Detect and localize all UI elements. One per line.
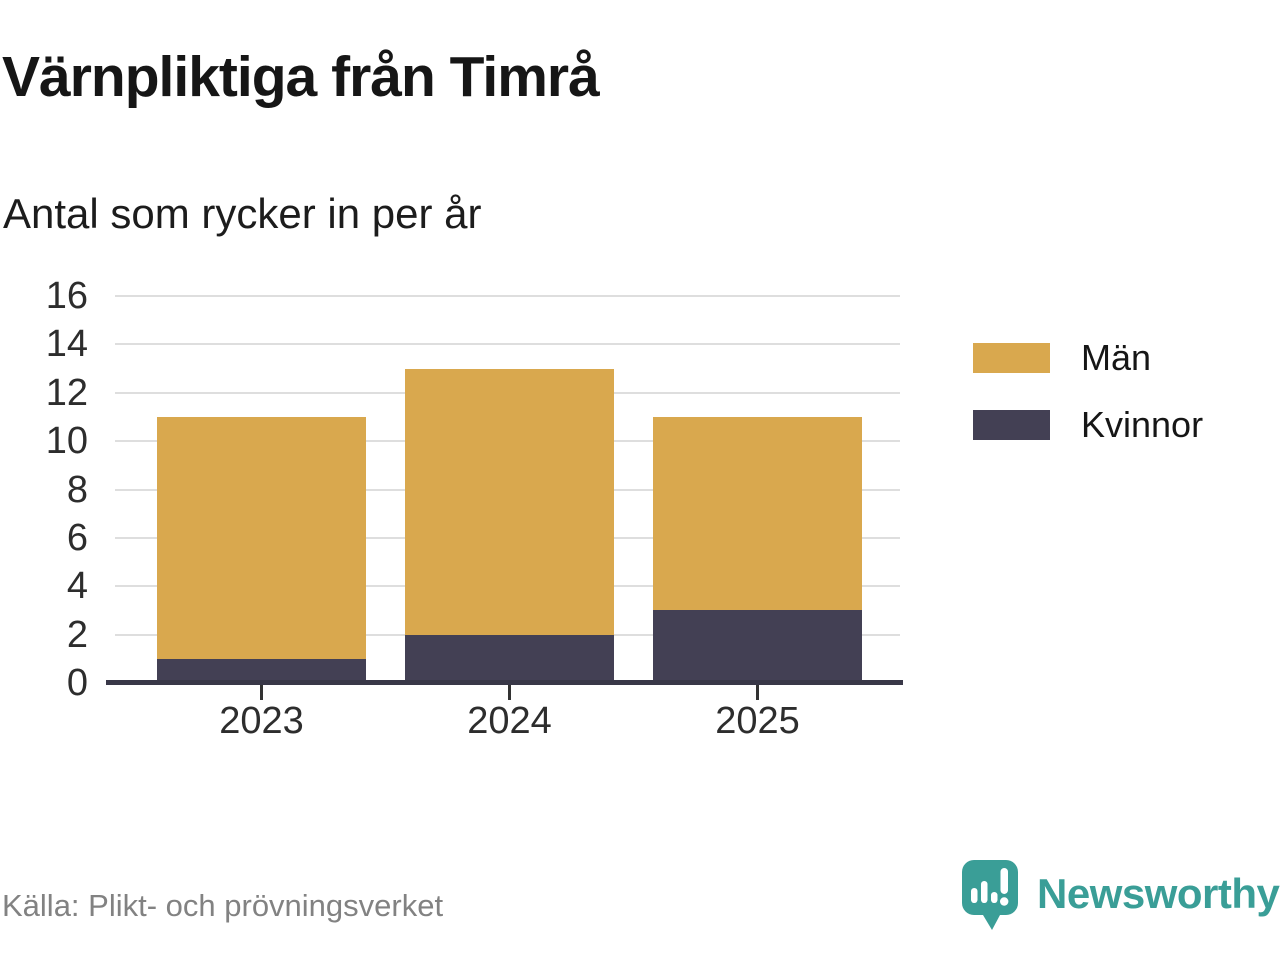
y-tick-label-16: 16 xyxy=(45,275,88,317)
brand-logo: Newsworthy xyxy=(962,860,1280,932)
bar-segment-kvinnor-2024 xyxy=(405,634,614,683)
y-tick-label-12: 12 xyxy=(45,371,88,414)
legend-item-kvinnor: Kvinnor xyxy=(973,404,1203,446)
x-tick-2024 xyxy=(508,685,511,700)
legend-swatch-kvinnor xyxy=(973,410,1050,440)
legend-swatch-män xyxy=(973,343,1050,373)
bar-segment-män-2023 xyxy=(157,416,366,659)
page-title: Värnpliktiga från Timrå xyxy=(2,45,600,109)
y-tick-label-8: 8 xyxy=(66,468,88,511)
y-axis-labels: 0 2 4 6 8 10 12 14 16 xyxy=(0,275,92,704)
y-tick-label-14: 14 xyxy=(45,323,88,366)
legend-label-kvinnor: Kvinnor xyxy=(1081,404,1204,445)
x-tick-label-2025: 2025 xyxy=(715,700,800,742)
x-tick-2023 xyxy=(260,685,263,700)
y-tick-label-6: 6 xyxy=(66,516,88,559)
bar-segment-kvinnor-2023 xyxy=(157,658,366,683)
brand-name: Newsworthy xyxy=(1037,870,1280,917)
bar-segment-kvinnor-2025 xyxy=(653,610,862,683)
gridline-y14 xyxy=(115,343,900,346)
x-tick-2025 xyxy=(756,685,759,700)
plot-area xyxy=(115,295,900,683)
gridline-y16 xyxy=(115,295,900,297)
y-tick-label-0: 0 xyxy=(66,662,88,704)
newsworthy-logo-icon xyxy=(962,860,1018,930)
x-tick-label-2023: 2023 xyxy=(219,700,304,742)
y-tick-label-2: 2 xyxy=(66,613,88,656)
chart-subtitle: Antal som rycker in per år xyxy=(3,190,482,237)
source-attribution: Källa: Plikt- och prövningsverket xyxy=(2,888,444,923)
bar-segment-män-2025 xyxy=(653,416,862,611)
y-tick-label-10: 10 xyxy=(45,420,88,463)
x-tick-label-2024: 2024 xyxy=(467,700,552,742)
x-axis-line xyxy=(106,680,903,685)
y-tick-label-4: 4 xyxy=(66,565,88,608)
legend-label-män: Män xyxy=(1081,337,1152,378)
bar-segment-män-2024 xyxy=(405,368,614,635)
chart-legend: Män Kvinnor xyxy=(973,337,1203,446)
legend-item-män: Män xyxy=(973,337,1203,379)
